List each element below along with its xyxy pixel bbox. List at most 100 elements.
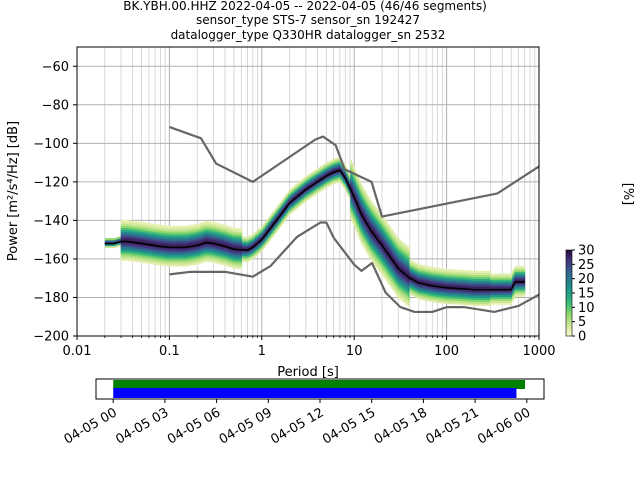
histogram-cell [406,268,409,271]
histogram-cell [240,255,243,258]
histogram-cell [446,272,449,276]
histogram-cell [151,242,153,245]
histogram-cell [286,213,289,216]
histogram-cell [467,285,469,288]
histogram-cell [345,186,348,190]
histogram-cell [228,245,231,248]
histogram-cell [187,254,189,257]
histogram-cell [223,226,225,229]
histogram-cell [230,244,233,247]
histogram-cell [211,248,214,251]
histogram-cell [127,251,130,254]
histogram-cell [218,235,221,238]
histogram-cell [448,299,451,303]
histogram-cell [419,293,422,296]
histogram-cell [125,250,127,254]
histogram-cell [201,233,204,237]
histogram-cell [208,240,211,243]
histogram-cell [386,227,389,231]
histogram-cell [418,287,420,290]
histogram-cell [454,292,456,295]
histogram-cell [240,228,243,231]
histogram-cell [431,295,433,299]
histogram-cell [397,246,400,249]
histogram-cell [461,269,464,273]
histogram-cell [224,242,227,245]
histogram-cell [467,276,469,279]
histogram-cell [171,245,173,248]
histogram-cell [113,238,116,241]
histogram-cell [133,238,136,241]
histogram-cell [350,215,352,218]
histogram-cell [351,178,354,181]
histogram-cell [432,269,435,272]
histogram-cell [177,233,179,236]
histogram-cell [138,254,140,257]
histogram-cell [449,276,452,280]
histogram-cell [374,250,377,253]
histogram-cell [351,195,354,198]
histogram-cell [379,233,381,236]
histogram-cell [156,255,159,258]
histogram-cell [382,250,384,253]
histogram-cell [363,221,365,224]
histogram-cell [371,214,374,217]
histogram-cell [231,227,234,230]
histogram-cell [136,252,139,255]
histogram-cell [214,247,217,250]
histogram-cell [380,233,383,236]
histogram-cell [236,241,238,244]
histogram-cell [169,254,172,257]
histogram-cell [379,219,381,223]
histogram-cell [433,273,436,276]
histogram-cell [285,194,288,197]
histogram-cell [403,297,406,300]
histogram-cell [153,252,156,256]
histogram-cell [364,206,367,209]
histogram-cell [228,259,231,262]
histogram-cell [136,238,139,241]
histogram-cell [168,245,171,248]
histogram-cell [318,171,321,174]
histogram-cell [465,283,468,286]
histogram-cell [179,225,182,229]
histogram-cell [161,238,163,241]
histogram-cell [356,205,358,208]
histogram-cell [415,270,417,273]
histogram-cell [162,244,165,247]
histogram-cell [377,242,380,246]
histogram-cell [279,207,282,211]
histogram-cell [373,231,376,234]
histogram-cell [283,213,286,216]
histogram-cell [197,225,199,228]
histogram-cell [230,242,233,245]
histogram-cell [263,238,266,241]
histogram-cell [360,233,363,236]
histogram-cell [257,252,260,255]
histogram-cell [302,201,305,204]
histogram-cell [438,292,441,296]
histogram-cell [179,258,182,261]
histogram-cell [438,277,441,280]
histogram-cell [142,231,145,235]
histogram-cell [107,245,110,249]
histogram-cell [106,240,108,243]
histogram-cell [191,255,194,258]
histogram-cell [418,291,420,294]
histogram-cell [151,256,153,259]
histogram-cell [409,284,412,287]
histogram-cell [379,262,381,265]
histogram-cell [409,288,412,291]
histogram-cell [126,237,129,240]
histogram-cell [220,227,223,230]
histogram-cell [201,256,204,260]
histogram-cell [246,242,249,245]
histogram-cell [452,277,455,280]
histogram-cell [428,266,430,269]
histogram-cell [205,249,208,253]
histogram-cell [423,296,426,299]
histogram-cell [363,205,365,208]
histogram-cell [148,253,150,257]
histogram-cell [439,277,442,280]
histogram-cell [230,257,233,260]
